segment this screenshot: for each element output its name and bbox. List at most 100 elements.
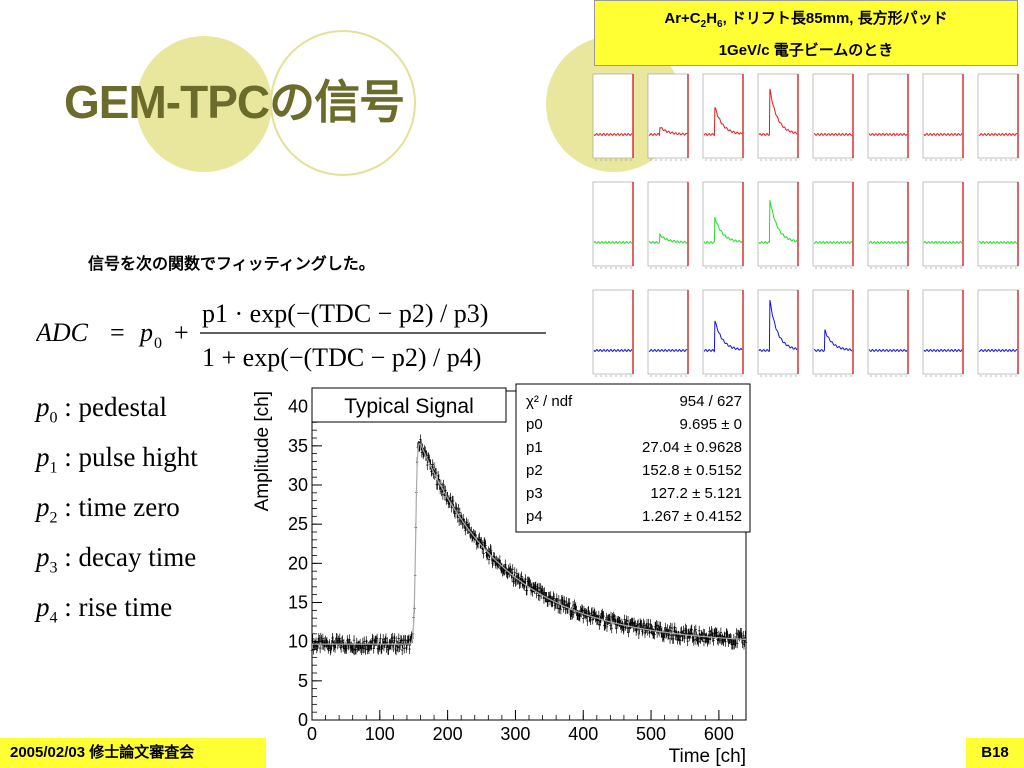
info-sub-6: 6 — [717, 19, 723, 30]
info-box: Ar+C2H6, ドリフト長85mm, 長方形パッド 1GeV/c 電子ビームの… — [594, 0, 1018, 66]
info-rest: , ドリフト長85mm, 長方形パッド — [722, 10, 948, 27]
pad-plot — [922, 181, 964, 269]
parameter-symbol: p — [36, 492, 50, 522]
formula-p0: p — [138, 318, 153, 347]
stat-value: 9.695 ± 0 — [680, 416, 742, 433]
stat-name: p2 — [526, 462, 543, 479]
formula-numerator: p1 · exp(−(TDC − p2) / p3) — [202, 299, 488, 328]
y-tick-label: 15 — [288, 593, 308, 613]
parameter-symbol: p — [36, 442, 50, 472]
pad-plot — [922, 289, 964, 377]
parameter-p2: p2 : time zero — [36, 492, 180, 527]
stat-name: p1 — [526, 439, 543, 456]
pad-plot — [977, 181, 1019, 269]
pad-plot — [702, 181, 744, 269]
y-tick-label: 0 — [298, 710, 308, 730]
parameter-description: : pedestal — [57, 392, 167, 422]
parameter-p0: p0 : pedestal — [36, 392, 167, 427]
chart-title-box: Typical Signal — [311, 387, 507, 423]
x-axis-label: Time [ch] — [669, 746, 746, 767]
pad-plot — [757, 289, 799, 377]
x-tick-label: 400 — [568, 724, 598, 744]
parameter-subscript: 4 — [49, 609, 58, 627]
pad-plot — [647, 289, 689, 377]
pad-plot — [977, 73, 1019, 161]
page-number: B18 — [966, 738, 1024, 768]
stat-name: p4 — [526, 508, 543, 525]
y-tick-label: 5 — [298, 671, 308, 691]
pad-plot — [702, 73, 744, 161]
x-tick-label: 200 — [433, 724, 463, 744]
slide-title: GEM-TPCの信号 — [64, 76, 405, 128]
y-tick-label: 25 — [288, 514, 308, 534]
pad-plot — [757, 73, 799, 161]
y-tick-label: 10 — [288, 632, 308, 652]
parameter-description: : time zero — [57, 492, 180, 522]
decor-circle-1 — [136, 36, 272, 172]
data-points — [310, 434, 748, 656]
formula-lhs: ADC — [36, 318, 89, 347]
x-tick-label: 500 — [636, 724, 666, 744]
stat-value: 1.267 ± 0.4152 — [642, 508, 742, 525]
parameter-symbol: p — [36, 592, 50, 622]
fit-curve — [312, 443, 747, 645]
y-tick-label: 20 — [288, 553, 308, 573]
parameter-subscript: 1 — [49, 459, 58, 477]
formula-denominator: 1 + exp(−(TDC − p2) / p4) — [202, 343, 481, 372]
pad-plot — [867, 73, 909, 161]
stat-name: p3 — [526, 485, 543, 502]
fit-description: 信号を次の関数でフィッティングした。 — [88, 254, 375, 273]
pad-plot — [922, 73, 964, 161]
pad-plot — [812, 289, 854, 377]
y-tick-label: 30 — [288, 475, 308, 495]
y-axis-label: Amplitude [ch] — [252, 391, 273, 511]
fit-formula: ADC = p 0 + p1 · exp(−(TDC − p2) / p3) 1… — [36, 299, 546, 372]
parameter-description: : pulse hight — [57, 442, 198, 472]
pad-plot — [867, 289, 909, 377]
pad-plot — [867, 181, 909, 269]
stat-value: 27.04 ± 0.9628 — [642, 439, 742, 456]
x-tick-label: 0 — [307, 724, 317, 744]
y-tick-label: 35 — [288, 436, 308, 456]
fit-stats-box: χ² / ndf 954 / 627 p0 9.695 ± 0 p1 27.04 ± 0.… — [515, 383, 751, 533]
typical-signal-chart: 0 100 200 300 400 500 600 0 5 10 15 20 25 30 35 40 Typic… — [252, 383, 751, 767]
stat-name: χ² / ndf — [526, 393, 573, 410]
parameter-subscript: 3 — [49, 559, 58, 577]
info-h: H — [706, 10, 718, 27]
parameter-description: : rise time — [57, 592, 173, 622]
parameter-subscript: 2 — [49, 509, 58, 527]
parameter-p3: p3 : decay time — [36, 542, 196, 577]
pad-plot — [592, 289, 634, 377]
parameter-p1: p1 : pulse hight — [36, 442, 198, 477]
pad-plot — [647, 181, 689, 269]
pad-plot — [757, 181, 799, 269]
info-line-2: 1GeV/c 電子ビームのとき — [718, 42, 894, 59]
info-gas: Ar+C — [664, 10, 701, 27]
parameter-subscript: 0 — [49, 409, 58, 427]
pad-plot — [647, 73, 689, 161]
decor-circle-2 — [270, 30, 416, 176]
pad-plot — [812, 73, 854, 161]
stat-name: p0 — [526, 416, 543, 433]
pad-plot — [702, 289, 744, 377]
parameter-description: : decay time — [57, 542, 197, 572]
parameter-symbol: p — [36, 392, 50, 422]
parameter-symbol: p — [36, 542, 50, 572]
pad-plot — [812, 181, 854, 269]
stat-value: 127.2 ± 5.121 — [650, 485, 742, 502]
parameter-p4: p4 : rise time — [36, 592, 172, 627]
formula-equals: = — [110, 318, 125, 347]
pad-plot — [592, 181, 634, 269]
info-line-1: Ar+C2H6, ドリフト長85mm, 長方形パッド — [595, 6, 1017, 38]
pad-plot — [592, 73, 634, 161]
chart-title: Typical Signal — [344, 395, 474, 418]
pad-plot — [977, 289, 1019, 377]
x-tick-label: 600 — [704, 724, 734, 744]
formula-plus: + — [174, 318, 189, 347]
x-tick-label: 100 — [365, 724, 395, 744]
pad-waveform-grid — [592, 73, 1019, 377]
footer-date: 2005/02/03 修士論文審査会 — [0, 738, 266, 768]
x-tick-label: 300 — [500, 724, 530, 744]
formula-p0-sub: 0 — [154, 335, 162, 352]
y-tick-label: 40 — [288, 397, 308, 417]
